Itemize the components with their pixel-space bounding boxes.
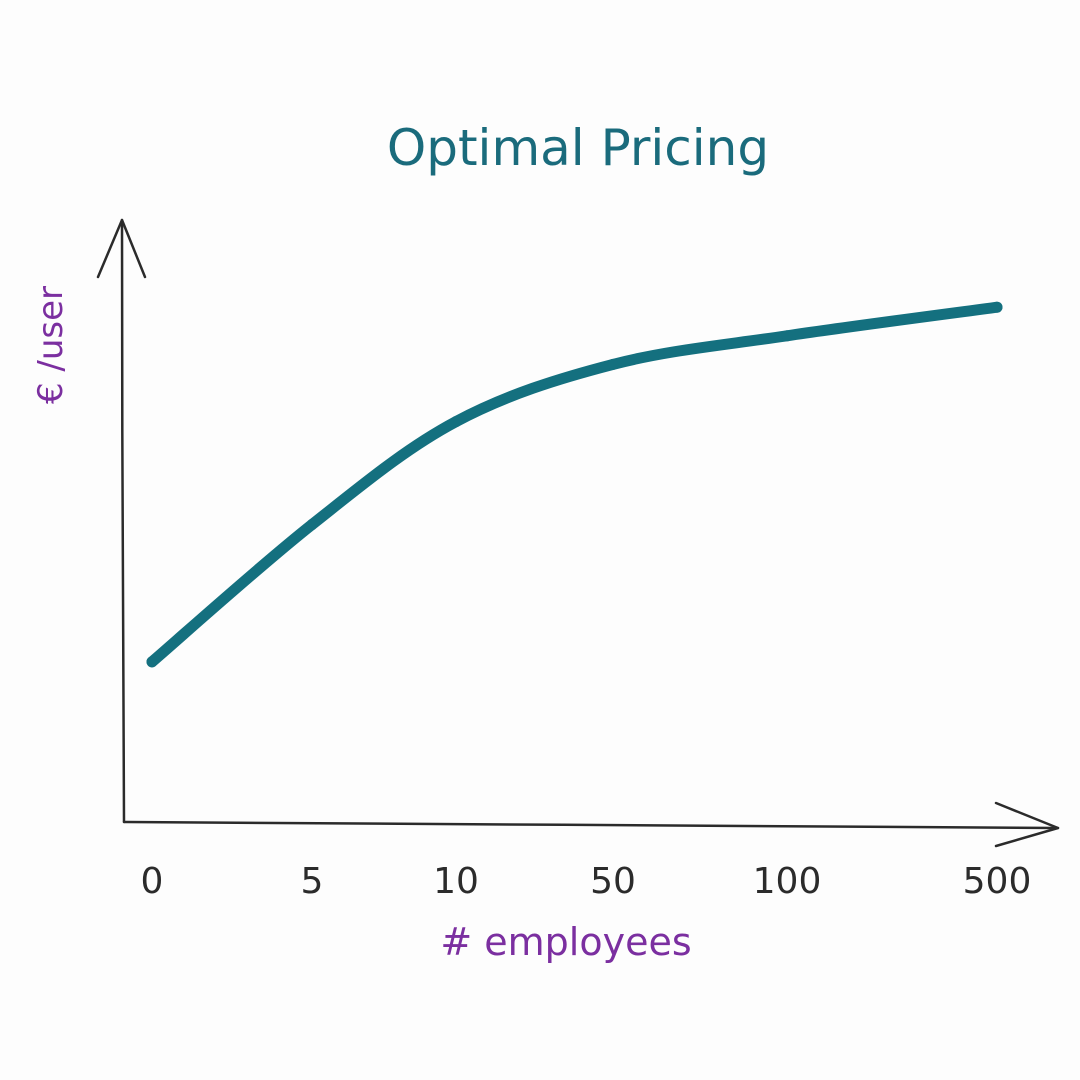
x-tick-label: 5	[301, 861, 324, 902]
x-tick-label: 0	[141, 861, 164, 902]
y-axis-label: € /user	[31, 286, 71, 404]
x-tick-label: 500	[963, 861, 1032, 902]
data-point	[146, 656, 158, 668]
x-tick-label: 50	[590, 861, 636, 902]
x-tick-label: 100	[753, 861, 822, 902]
y-axis	[120, 218, 126, 824]
y-axis-arrowhead	[96, 218, 147, 279]
x-axis-arrowhead	[994, 801, 1060, 848]
data-point	[450, 416, 462, 428]
x-tick-label: 10	[433, 861, 479, 902]
chart-title: Optimal Pricing	[387, 119, 769, 177]
series-points	[146, 301, 1003, 668]
x-axis	[122, 820, 1060, 830]
data-point	[991, 301, 1003, 313]
data-point	[607, 358, 619, 370]
data-point	[781, 330, 793, 342]
data-point	[306, 519, 318, 531]
series-line	[146, 301, 1003, 668]
x-tick-labels: 0 5 10 50 100 500	[141, 861, 1032, 902]
x-axis-label: # employees	[440, 920, 691, 964]
